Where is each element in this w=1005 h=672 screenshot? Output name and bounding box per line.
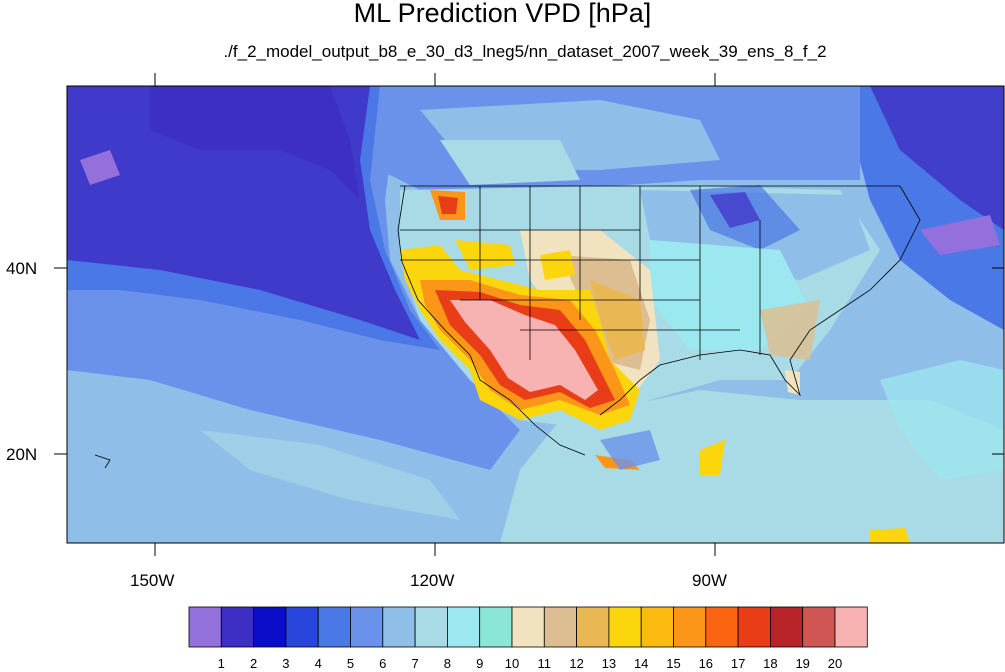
colorbar-swatch (543, 606, 577, 648)
colorbar-swatch (705, 606, 739, 648)
colorbar-swatch (834, 606, 868, 648)
lat-label-20n: 20N (6, 445, 38, 464)
colorbar-tick-label: 14 (633, 656, 649, 671)
colorbar-swatch (253, 606, 287, 648)
colorbar-swatch (608, 606, 642, 648)
colorbar-tick-label: 16 (698, 656, 714, 671)
colorbar-swatch (317, 606, 351, 648)
colorbar-swatch (382, 606, 416, 648)
colorbar-tick-label: 7 (411, 656, 419, 671)
colorbar-tick-label: 11 (537, 656, 552, 671)
colorbar-swatch (350, 606, 384, 648)
colorbar-swatch (414, 606, 448, 648)
colorbar-tick-label: 20 (827, 656, 843, 671)
page-subtitle: ./f_2_model_output_b8_e_30_d3_lneg5/nn_d… (223, 42, 827, 61)
colorbar-tick-label: 10 (504, 656, 520, 671)
colorbar-swatch (673, 606, 707, 648)
colorbar-swatch (479, 606, 513, 648)
lon-label-90w: 90W (692, 571, 727, 590)
colorbar-tick-label: 19 (795, 656, 810, 671)
colorbar-swatch (737, 606, 771, 648)
colorbar-tick-label: 5 (346, 656, 355, 671)
colorbar-tick-label: 1 (217, 656, 225, 671)
colorbar-tick-label: 15 (666, 656, 681, 671)
colorbar-tick-label: 12 (569, 656, 584, 671)
colorbar-swatch (802, 606, 836, 648)
colorbar-swatch (640, 606, 674, 648)
colorbar-swatch (511, 606, 545, 648)
lon-label-150w: 150W (130, 571, 175, 590)
colorbar-swatch (285, 606, 319, 648)
colorbar-tick-label: 6 (379, 656, 387, 671)
colorbar-tick-label: 13 (601, 656, 617, 671)
colorbar-swatch (446, 606, 481, 648)
colorbar-tick-label: 2 (249, 656, 258, 671)
colorbar-tick-label: 18 (763, 656, 778, 671)
colorbar-tick-label: 9 (476, 656, 484, 671)
colorbar-swatch (188, 606, 222, 648)
colorbar (188, 606, 868, 648)
axis-ticks (54, 73, 1004, 556)
lat-label-40n: 40N (6, 259, 38, 278)
lon-label-120w: 120W (410, 571, 455, 590)
map-boundaries (94, 185, 921, 469)
colorbar-tick-label: 8 (443, 656, 451, 671)
colorbar-swatch (770, 606, 804, 648)
colorbar-swatch (576, 606, 610, 648)
plot-frame (66, 85, 1005, 544)
page-title: ML Prediction VPD [hPa] (353, 0, 652, 28)
colorbar-tick-label: 3 (282, 656, 290, 671)
colorbar-swatch (220, 606, 255, 648)
colorbar-tick-label: 17 (730, 656, 746, 671)
vpd-field (67, 86, 1004, 543)
colorbar-tick-label: 4 (314, 656, 322, 671)
